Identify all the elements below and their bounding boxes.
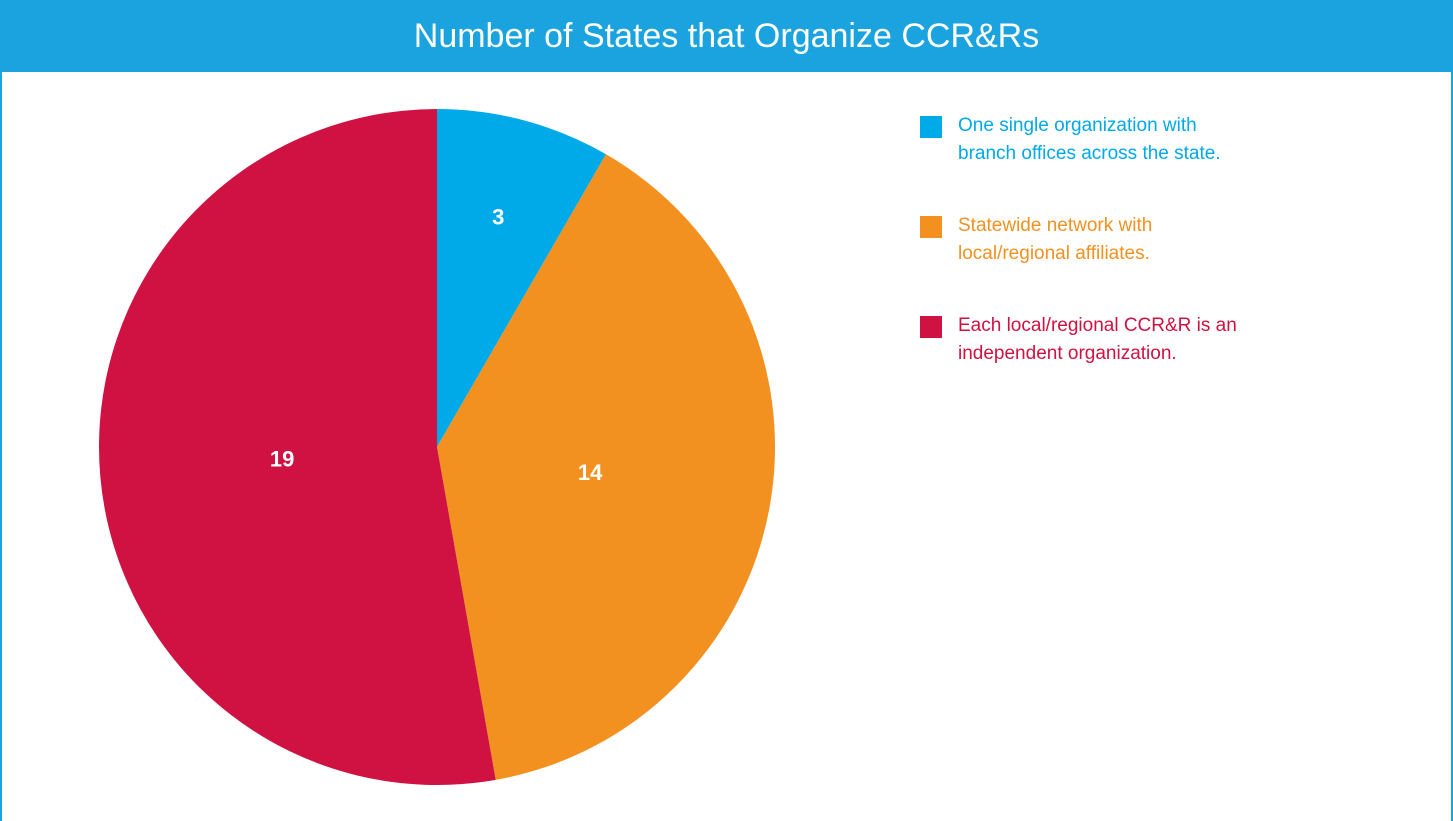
data-label: 19 bbox=[270, 446, 294, 471]
pie-slice bbox=[437, 109, 606, 447]
pie-slice bbox=[98, 109, 496, 785]
legend-label: Each local/regional CCR&R is an independ… bbox=[958, 315, 1237, 364]
legend-swatch bbox=[920, 316, 942, 338]
pie-slice bbox=[437, 154, 775, 780]
data-label: 14 bbox=[578, 460, 603, 485]
legend-item: One single organization with branch offi… bbox=[920, 112, 1250, 168]
legend-label: Statewide network with local/regional af… bbox=[958, 215, 1153, 264]
legend-item: Statewide network with local/regional af… bbox=[920, 212, 1250, 268]
data-label: 3 bbox=[492, 204, 504, 229]
legend-item: Each local/regional CCR&R is an independ… bbox=[920, 312, 1250, 368]
legend-label: One single organization with branch offi… bbox=[958, 115, 1221, 164]
chart-title: Number of States that Organize CCR&Rs bbox=[0, 0, 1453, 72]
legend-swatch bbox=[920, 116, 942, 138]
legend-swatch bbox=[920, 216, 942, 238]
